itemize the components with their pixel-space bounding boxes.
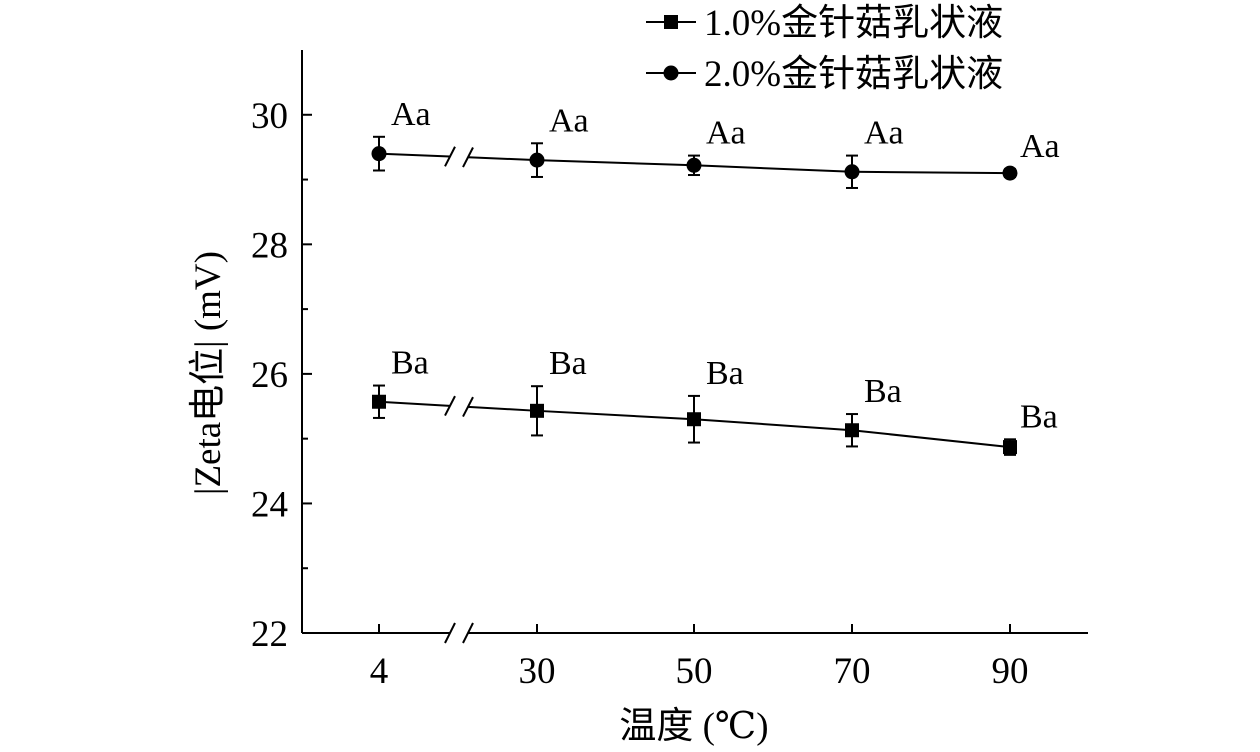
legend-label: 1.0%金针菇乳状液	[704, 2, 1003, 44]
y-tick-label: 26	[251, 355, 288, 396]
data-point-square	[1003, 440, 1017, 455]
series-line	[693, 164, 853, 173]
data-point-square	[530, 403, 544, 418]
y-tick-label: 24	[251, 484, 288, 525]
series-line	[467, 405, 538, 412]
x-axis-break-mark	[462, 622, 474, 644]
series-break-mark	[462, 147, 474, 168]
series-line	[536, 409, 695, 421]
significance-label: Ba	[391, 345, 429, 382]
data-point-circle	[371, 146, 387, 162]
series-layer: Ba Ba Ba Ba Ba Aa Aa Aa Aa Aa	[371, 96, 1060, 456]
data-point-circle	[529, 152, 545, 168]
x-tick-label: 50	[676, 651, 713, 692]
series-line	[378, 152, 451, 158]
legend: 1.0%金针菇乳状液 2.0%金针菇乳状液	[646, 2, 1003, 95]
series-break-mark	[444, 146, 456, 167]
y-tick-label: 22	[251, 614, 288, 655]
series-line	[693, 418, 853, 432]
series-break-mark	[462, 396, 474, 418]
data-point-square	[845, 423, 859, 438]
data-point-circle	[844, 164, 860, 180]
series-line	[851, 429, 1011, 449]
x-axis-title: 温度 (℃)	[619, 705, 768, 747]
x-tick-label: 30	[519, 651, 556, 692]
x-axis-ticks: 4 30 50 70 90	[370, 624, 1029, 692]
series-line	[851, 170, 1011, 175]
y-tick-label: 28	[251, 225, 288, 266]
y-tick-label: 30	[251, 96, 288, 137]
legend-marker-circle	[663, 65, 679, 81]
series-break-mark	[444, 395, 456, 416]
significance-label: Ba	[549, 345, 587, 382]
x-tick-label: 4	[370, 651, 389, 692]
y-axis-title: |Zeta电位| (mV)	[187, 251, 229, 495]
axes	[301, 50, 1088, 644]
significance-label: Aa	[706, 115, 746, 152]
x-axis-break-mark	[444, 622, 456, 644]
y-axis-ticks: 22 24 26 28 30	[251, 96, 312, 655]
significance-label: Aa	[391, 96, 431, 133]
significance-label: Aa	[1020, 128, 1060, 165]
legend-label: 2.0%金针菇乳状液	[704, 53, 1003, 95]
significance-label: Aa	[549, 102, 589, 139]
series-line	[467, 156, 538, 162]
data-point-square	[372, 394, 386, 409]
significance-label: Ba	[864, 373, 902, 410]
significance-label: Ba	[1020, 398, 1058, 435]
series-line	[536, 159, 695, 167]
significance-label: Ba	[706, 355, 744, 392]
significance-label: Aa	[864, 115, 904, 152]
x-tick-label: 90	[992, 651, 1029, 692]
data-point-square	[687, 412, 701, 427]
data-point-circle	[686, 157, 702, 173]
x-tick-label: 70	[834, 651, 871, 692]
legend-marker-square	[664, 15, 678, 29]
series-line	[378, 400, 451, 407]
data-point-circle	[1002, 165, 1018, 181]
